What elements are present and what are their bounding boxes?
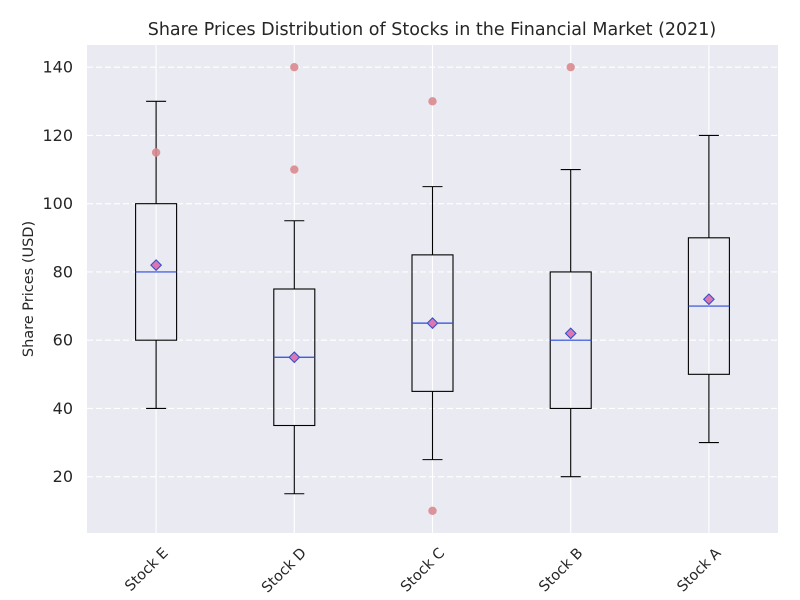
mean-marker [564,327,577,340]
box-stock-b [549,62,592,478]
outlier-point [428,506,437,516]
y-axis-label: Share Prices (USD) [21,221,37,357]
box-stock-d [273,62,316,495]
box-stock-a [687,134,730,444]
outlier-point [290,165,299,174]
y-tick-label: 100 [42,194,73,213]
mean-marker [702,293,715,306]
box-stock-c [411,97,454,516]
mean-marker [288,351,301,364]
y-tick-label: 140 [42,58,73,77]
mean-marker [426,317,439,330]
y-axis-ticks: 20 40 60 80 100 120 140 [42,58,73,487]
y-tick-label: 40 [53,399,73,418]
outlier-point [151,148,161,157]
outlier-point [428,97,437,106]
y-tick-label: 60 [53,331,73,350]
box-series [135,62,730,516]
mean-marker [150,259,163,272]
box-stock-e [135,100,178,409]
outlier-point [566,62,575,72]
chart-title: Share Prices Distribution of Stocks in t… [148,20,717,40]
y-tick-label: 20 [53,467,73,486]
y-tick-label: 80 [53,262,73,281]
y-tick-label: 120 [42,126,73,145]
outlier-point [290,62,299,72]
